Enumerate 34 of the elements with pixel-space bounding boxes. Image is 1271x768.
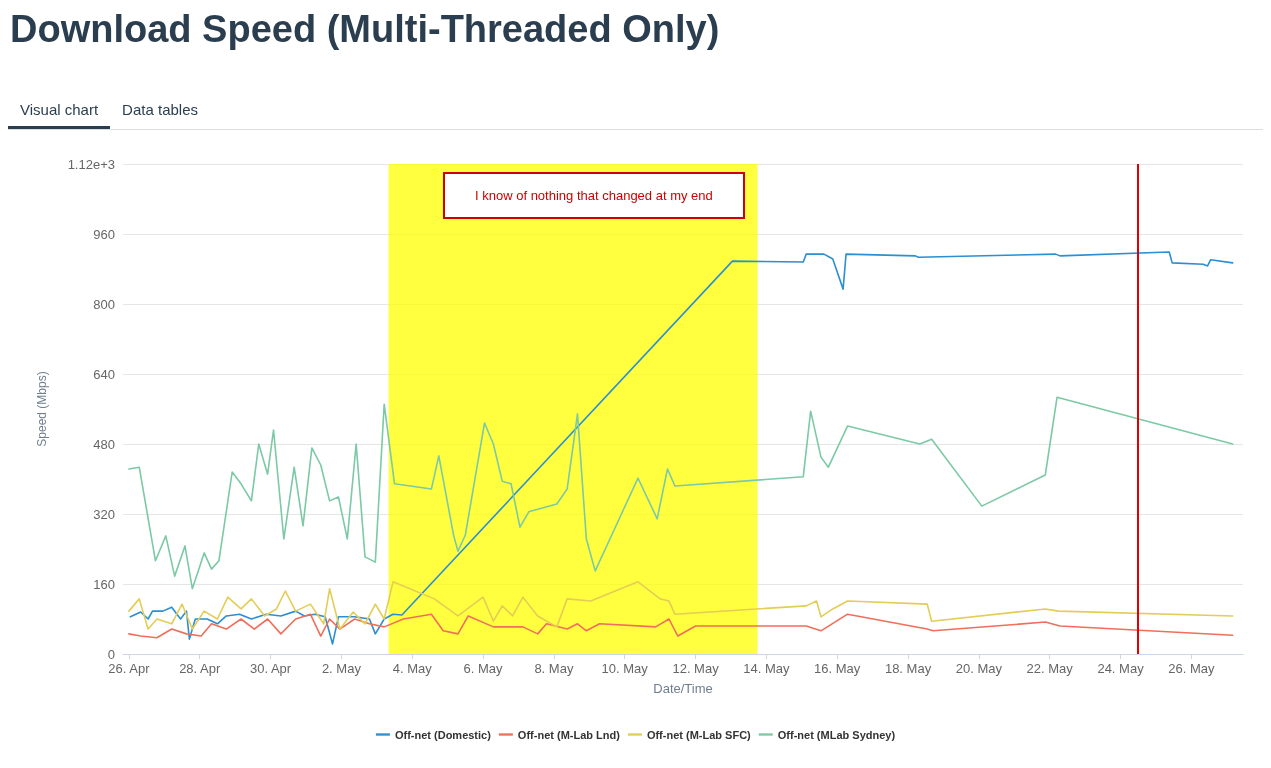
y-tick-label: 1.12e+3	[67, 156, 115, 172]
legend-label: Off-net (MLab Sydney)	[777, 728, 896, 741]
y-tick-label: 160	[93, 576, 115, 592]
legend-label: Off-net (Domestic)	[394, 728, 492, 741]
y-tick-label: 480	[93, 436, 115, 452]
x-tick-label: 22. May	[1026, 661, 1074, 676]
y-axis-title: Speed (Mbps)	[35, 371, 49, 447]
x-tick-label: 12. May	[672, 661, 720, 676]
x-tick-label: 8. May	[534, 661, 574, 676]
y-tick-label: 320	[93, 506, 115, 522]
chart-title: Download Speed (Multi-Threaded Only)	[10, 8, 721, 51]
x-tick-label: 4. May	[392, 661, 433, 676]
y-tick-label: 960	[93, 226, 115, 242]
x-tick-label: 26. May	[1168, 661, 1215, 676]
x-tick-label: 2. May	[321, 661, 362, 676]
y-tick-label: 800	[93, 296, 115, 312]
text: Visual chart	[8, 93, 111, 129]
x-tick-label: 10. May	[601, 661, 649, 676]
x-tick-label: 28. Apr	[179, 661, 221, 676]
legend-label: Off-net (M-Lab SFC)	[646, 728, 752, 741]
x-tick-label: 6. May	[463, 661, 504, 676]
x-tick-label: 20. May	[955, 661, 1003, 676]
legend-label: Off-net (M-Lab Lnd)	[517, 728, 621, 741]
x-tick-label: 16. May	[814, 661, 861, 676]
y-tick-label: 640	[93, 366, 115, 382]
callout-box: I know of nothing that changed at my end	[443, 172, 745, 219]
x-tick-label: 18. May	[884, 661, 932, 676]
x-tick-label: 24. May	[1097, 661, 1145, 676]
x-tick-label: 14. May	[743, 661, 790, 676]
x-tick-label: 26. Apr	[108, 661, 151, 676]
x-axis-title: Date/Time	[653, 681, 713, 696]
text: Data tables	[121, 100, 199, 120]
x-tick-label: 30. Apr	[249, 661, 292, 676]
y-tick-label: 0	[107, 646, 115, 662]
